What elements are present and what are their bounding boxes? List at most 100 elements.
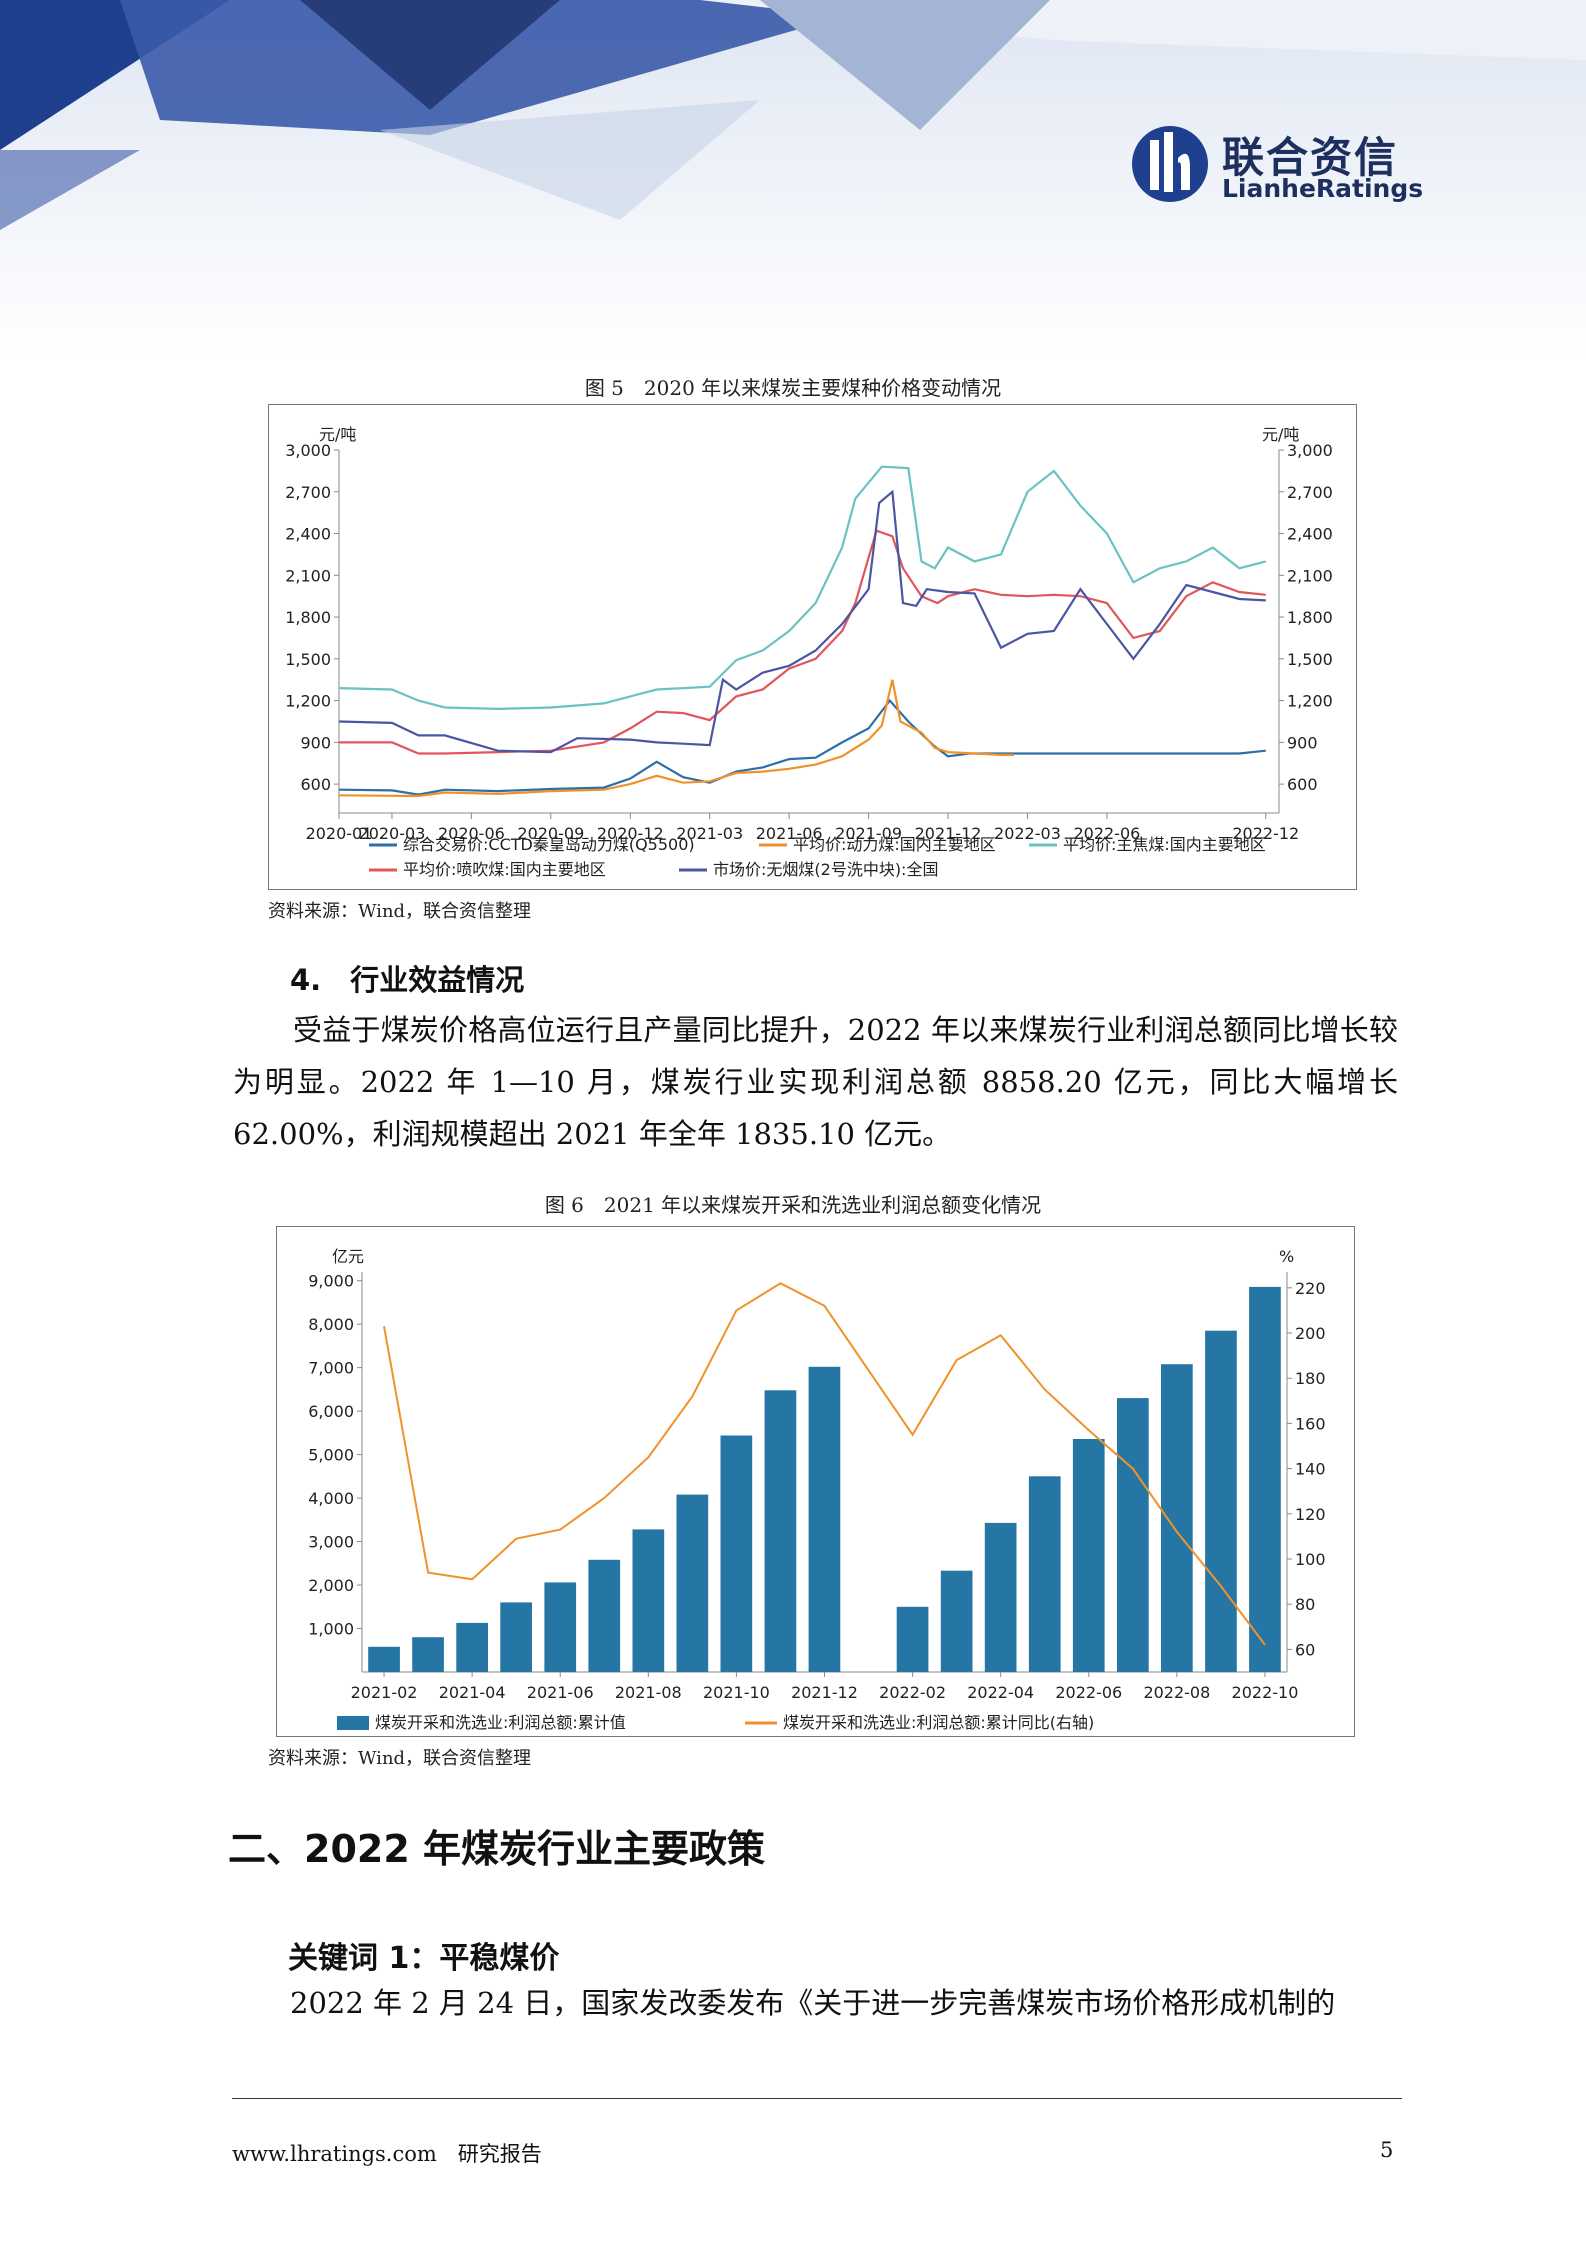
y-tick-label-right: 1,500 <box>1287 650 1333 669</box>
x-tick-label: 2022-08 <box>1143 1683 1210 1702</box>
legend-label-5: 市场价:无烟煤(2号洗中块):全国 <box>713 860 938 879</box>
legend-label-4: 平均价:喷吹煤:国内主要地区 <box>403 860 606 879</box>
legend-label-2: 平均价:动力煤:国内主要地区 <box>793 835 996 854</box>
logo-text-en: LianheRatings <box>1222 174 1424 203</box>
y-tick-label-left: 2,400 <box>285 525 331 544</box>
x-tick-label: 2020-06 <box>438 824 505 843</box>
x-tick-label: 2022-12 <box>1232 824 1299 843</box>
bar-2021-09 <box>676 1494 709 1672</box>
y-tick-label-left: 4,000 <box>308 1489 354 1508</box>
lianhe-logo-icon <box>1132 126 1208 202</box>
figure5-chart: 元/吨 元/吨 3,000 3,000 2,700 2,700 2,400 2,400 2,10… <box>268 404 1357 890</box>
x-tick-label: 2020-12 <box>597 824 664 843</box>
figure6-svg: 亿元 % 9,000 8,000 7,000 6,000 5,000 4,000 3,000 2,… <box>308 1247 1326 1732</box>
y-tick-label-left: 2,700 <box>285 483 331 502</box>
x-tick-label: 2022-02 <box>879 1683 946 1702</box>
bar-2022-09 <box>1205 1330 1237 1672</box>
bar-2022-07 <box>1117 1398 1149 1672</box>
figure6-chart: 亿元% 9,000 8,000 7,000 6,000 5,000 4,000 3,000 2,… <box>276 1226 1355 1737</box>
bar-2022-06 <box>1072 1439 1105 1672</box>
x-tick-label: 2021-06 <box>527 1683 594 1702</box>
section4-paragraph: 受益于煤炭价格高位运行且产量同比提升，2022 年以来煤炭行业利润总额同比增长较… <box>233 1013 1398 1151</box>
x-tick-label: 2021-02 <box>351 1683 418 1702</box>
series-line-4 <box>339 529 1266 755</box>
series-line-5 <box>338 489 1266 754</box>
bar-2022-02 <box>896 1606 929 1672</box>
bar-2021-04 <box>456 1622 488 1672</box>
x-tick-label: 2021-04 <box>439 1683 506 1702</box>
left-unit-label: 元/吨 <box>319 425 356 444</box>
y-tick-label-right: 100 <box>1295 1550 1326 1569</box>
left-unit-label: 亿元 <box>332 1247 364 1266</box>
bar-2022-05 <box>1028 1476 1061 1672</box>
footer-divider <box>232 2098 1402 2099</box>
y-tick-label-left: 5,000 <box>308 1446 354 1465</box>
y-tick-label-left: 8,000 <box>308 1315 354 1334</box>
legend-label-3: 平均价:主焦煤:国内主要地区 <box>1063 835 1266 854</box>
y-tick-label-right: 220 <box>1295 1279 1326 1298</box>
y-tick-label-right: 60 <box>1295 1640 1315 1659</box>
y-tick-label-right: 160 <box>1295 1414 1326 1433</box>
y-tick-label-left: 2,100 <box>285 566 331 585</box>
figure6-source: 资料来源：Wind，联合资信整理 <box>268 1748 532 1769</box>
section2-paragraph: 2022 年 2 月 24 日，国家发改委发布《关于进一步完善煤炭市场价格形成机… <box>290 1986 1336 2020</box>
x-tick-label: 2022-10 <box>1232 1683 1299 1702</box>
x-tick-label: 2021-09 <box>835 824 902 843</box>
right-unit-label: % <box>1279 1247 1294 1266</box>
figure5-source: 资料来源：Wind，联合资信整理 <box>268 901 532 922</box>
figure6-caption: 图 6 2021 年以来煤炭开采和洗选业利润总额变化情况 <box>544 1193 1042 1217</box>
y-tick-label-right: 80 <box>1295 1595 1315 1614</box>
legend-label-bar: 煤炭开采和洗选业:利润总额:累计值 <box>375 1713 626 1732</box>
y-tick-label-right: 2,400 <box>1287 525 1333 544</box>
y-tick-label-right: 2,700 <box>1287 483 1333 502</box>
y-tick-label-right: 900 <box>1287 733 1318 752</box>
y-tick-label-right: 140 <box>1295 1460 1326 1479</box>
y-tick-label-right: 120 <box>1295 1505 1326 1524</box>
bar-2021-11 <box>764 1390 797 1672</box>
y-tick-label-right: 1,200 <box>1287 692 1333 711</box>
x-tick-label: 2022-06 <box>1073 824 1140 843</box>
series-line-2 <box>338 679 1015 798</box>
figure5-caption: 图 5 2020 年以来煤炭主要煤种价格变动情况 <box>584 376 1002 400</box>
x-tick-label: 2021-03 <box>676 824 743 843</box>
y-tick-label-right: 1,800 <box>1287 608 1333 627</box>
x-tick-label: 2020-03 <box>359 824 426 843</box>
x-tick-label: 2021-12 <box>791 1683 858 1702</box>
bar-2021-06 <box>544 1582 577 1672</box>
bar-2021-02 <box>368 1646 400 1672</box>
y-tick-label-right: 200 <box>1295 1324 1326 1343</box>
y-tick-label-left: 3,000 <box>308 1533 354 1552</box>
series-line-3 <box>338 465 1267 711</box>
yoy-growth-line <box>383 1282 1266 1646</box>
x-tick-label: 2021-08 <box>615 1683 682 1702</box>
y-tick-label-left: 2,000 <box>308 1576 354 1595</box>
y-tick-label-left: 600 <box>300 775 331 794</box>
header-decoration <box>0 0 1586 360</box>
y-tick-label-left: 1,200 <box>285 692 331 711</box>
y-tick-label-left: 900 <box>300 733 331 752</box>
x-tick-label: 2021-12 <box>915 824 982 843</box>
x-tick-label: 2022-06 <box>1055 1683 1122 1702</box>
x-tick-label: 2022-03 <box>994 824 1061 843</box>
bar-2021-07 <box>588 1559 621 1672</box>
bar-2021-08 <box>632 1529 665 1672</box>
y-tick-label-left: 1,500 <box>285 650 331 669</box>
page-number: 5 <box>1380 2138 1394 2162</box>
x-tick-label: 2022-04 <box>967 1683 1034 1702</box>
y-tick-label-left: 7,000 <box>308 1359 354 1378</box>
y-tick-label-left: 9,000 <box>308 1272 354 1291</box>
legend-label-line: 煤炭开采和洗选业:利润总额:累计同比(右轴) <box>783 1713 1094 1732</box>
bar-2021-10 <box>720 1435 753 1672</box>
bar-2022-03 <box>940 1570 973 1672</box>
y-tick-label-right: 600 <box>1287 775 1318 794</box>
section2-heading: 二、2022 年煤炭行业主要政策 <box>228 1827 765 1871</box>
keyword-heading: 关键词 1：平稳煤价 <box>288 1941 560 1976</box>
bar-2021-03 <box>412 1637 444 1672</box>
legend-label-1: 综合交易价:CCTD秦皇岛动力煤(Q5500) <box>403 835 695 854</box>
bar-2022-04 <box>984 1522 1017 1672</box>
y-tick-label-right: 3,000 <box>1287 441 1333 460</box>
legend-swatch-bar <box>337 1716 369 1730</box>
bar-2021-05 <box>500 1602 532 1672</box>
y-tick-label-right: 180 <box>1295 1369 1326 1388</box>
